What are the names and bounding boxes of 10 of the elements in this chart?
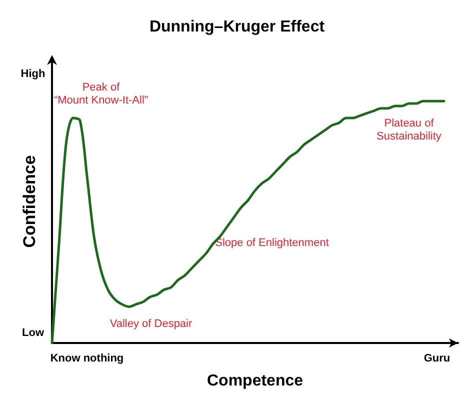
annotation: Peak of “Mount Know-It-All” [54, 82, 148, 106]
y-axis-title: Confidence [20, 155, 39, 248]
annotation: Plateau of Sustainability [376, 118, 442, 142]
text: High [20, 68, 46, 80]
chart-title: Dunning–Kruger Effect [149, 18, 326, 36]
annotation: Valley of Despair [110, 318, 192, 330]
x-tick-label: Know nothing [50, 352, 124, 364]
x-tick-label: Guru [424, 352, 450, 364]
text: Low [22, 327, 44, 339]
x-axis-title: Competence [206, 372, 304, 390]
